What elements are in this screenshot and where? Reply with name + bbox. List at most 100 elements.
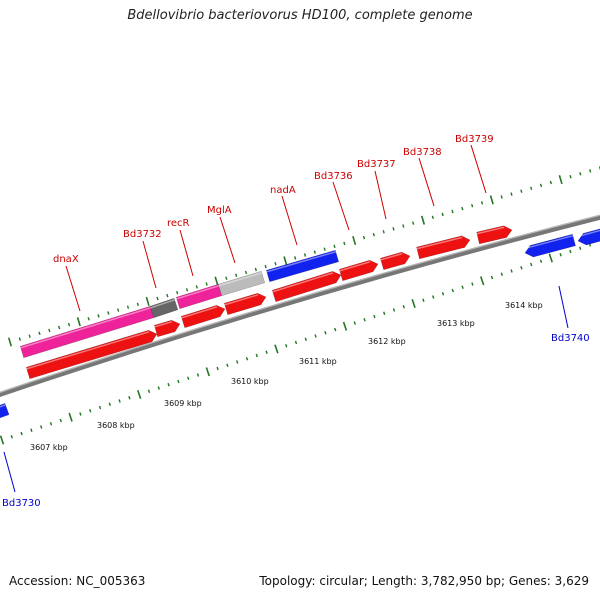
outer-tick xyxy=(352,235,357,246)
inner-tick xyxy=(579,246,582,250)
outer-tick xyxy=(176,290,179,295)
feature-cds-3[interactable] xyxy=(180,305,226,329)
feature-nada[interactable] xyxy=(265,249,340,283)
inner-tick xyxy=(30,428,33,432)
feature-cds-9-highlight xyxy=(476,226,505,235)
inner-tick xyxy=(274,344,279,354)
inner-tick xyxy=(294,340,298,345)
outer-tick xyxy=(392,227,395,231)
inner-tick xyxy=(68,412,73,422)
outer-tick xyxy=(185,288,189,292)
scale-label-3612: 3612 kbp xyxy=(368,337,406,346)
inner-tick xyxy=(216,366,219,371)
gene-label-text: Bd3740 xyxy=(551,333,590,344)
outer-tick xyxy=(28,334,31,338)
inner-tick xyxy=(559,253,562,257)
inner-tick xyxy=(530,262,533,267)
inner-tick xyxy=(480,276,485,286)
inner-tick xyxy=(177,379,180,384)
outer-tick xyxy=(382,230,385,234)
feature-cds-4[interactable] xyxy=(223,292,267,316)
outer-tick xyxy=(510,192,513,196)
feature-cds-2[interactable] xyxy=(153,319,181,338)
inner-tick xyxy=(128,396,131,400)
outer-tick xyxy=(431,215,434,220)
genome-backbone xyxy=(0,214,600,397)
gene-label-bd3736[interactable]: Bd3736 xyxy=(314,171,353,231)
inner-tick xyxy=(49,422,53,426)
outer-tick xyxy=(283,256,288,266)
inner-tick xyxy=(118,399,121,403)
inner-tick xyxy=(490,275,494,280)
gene-label-bd3739[interactable]: Bd3739 xyxy=(455,134,494,194)
gene-label-text: Bd3739 xyxy=(455,134,494,145)
inner-tick xyxy=(520,266,523,270)
gene-label-bd3732[interactable]: Bd3732 xyxy=(123,229,162,289)
outer-tick xyxy=(205,282,208,286)
outer-tick xyxy=(579,172,582,176)
outer-tick xyxy=(402,224,405,228)
outer-tick xyxy=(441,212,444,217)
gene-label-mgla[interactable]: MglA xyxy=(207,205,236,264)
feature-cds-7-highlight xyxy=(380,253,403,261)
gene-label-text: Bd3732 xyxy=(123,229,162,240)
feature-recr-highlight xyxy=(176,285,219,300)
outer-tick xyxy=(372,232,375,237)
gene-label-dnax[interactable]: dnaX xyxy=(53,254,81,312)
gene-label-bd3737[interactable]: Bd3737 xyxy=(357,159,396,220)
inner-tick xyxy=(353,321,356,325)
gene-label-text: recR xyxy=(167,218,190,229)
inner-tick xyxy=(548,253,553,263)
inner-tick xyxy=(324,331,327,335)
feature-bd3740-highlight xyxy=(523,235,574,250)
feature-cds-8[interactable] xyxy=(416,235,471,260)
outer-tick xyxy=(323,247,326,251)
inner-tick xyxy=(471,282,474,286)
feature-bd3730[interactable] xyxy=(0,402,10,419)
gene-label-nada[interactable]: nadA xyxy=(270,185,298,246)
inner-tick-track xyxy=(0,243,592,445)
feature-cds-1[interactable] xyxy=(25,329,158,380)
gene-label-bd3738[interactable]: Bd3738 xyxy=(403,147,442,207)
outer-tick xyxy=(117,308,120,312)
inner-tick xyxy=(304,337,307,341)
gene-label-bd3730[interactable]: Bd3730 xyxy=(2,451,41,509)
feature-mgla[interactable] xyxy=(217,270,266,297)
inner-tick xyxy=(137,389,142,400)
inner-tick xyxy=(422,298,425,302)
scale-label-3607: 3607 kbp xyxy=(30,443,68,452)
scale-label-3608: 3608 kbp xyxy=(97,421,135,430)
outer-tick xyxy=(480,201,484,205)
inner-tick xyxy=(245,357,249,361)
feature-gray-dark[interactable] xyxy=(149,297,179,319)
outer-tick xyxy=(87,317,90,321)
gene-label-bd3740[interactable]: Bd3740 xyxy=(551,285,590,344)
feature-cds-6[interactable] xyxy=(338,259,379,282)
feature-cds-7[interactable] xyxy=(379,251,411,271)
inner-tick xyxy=(441,292,445,296)
feature-bd3740[interactable] xyxy=(524,233,576,258)
outer-tick xyxy=(520,189,523,193)
feature-cds-5[interactable] xyxy=(271,271,342,303)
scale-label-3610: 3610 kbp xyxy=(231,377,269,386)
inner-tick xyxy=(363,318,366,322)
outer-tick xyxy=(156,296,159,301)
gene-label-recr[interactable]: recR xyxy=(167,218,194,277)
outer-tick xyxy=(254,267,257,272)
outer-tick xyxy=(38,331,41,336)
inner-tick xyxy=(187,376,190,380)
feature-reverse-partial[interactable] xyxy=(577,228,600,246)
inner-tick xyxy=(20,431,23,436)
gene-label-text: Bd3736 xyxy=(314,171,353,182)
feature-dnax[interactable] xyxy=(19,305,155,359)
outer-tick xyxy=(136,302,139,307)
feature-cds-9[interactable] xyxy=(476,225,513,245)
scale-label-3611: 3611 kbp xyxy=(299,357,337,366)
inner-tick xyxy=(432,295,435,299)
outer-tick xyxy=(539,183,543,188)
inner-tick xyxy=(236,360,239,364)
inner-tick xyxy=(342,321,348,331)
inner-tick xyxy=(383,311,386,315)
genome-summary-text: Topology: circular; Length: 3,782,950 bp… xyxy=(259,574,589,588)
